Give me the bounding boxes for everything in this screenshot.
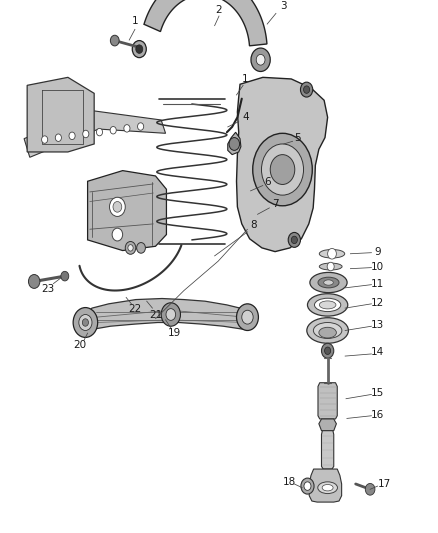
Circle shape [113,201,122,212]
Text: 22: 22 [128,304,141,314]
Circle shape [124,125,130,132]
Polygon shape [237,77,328,252]
Polygon shape [82,298,251,329]
Text: 2: 2 [215,5,223,15]
Text: 19: 19 [168,328,181,338]
Text: 7: 7 [272,199,279,208]
Circle shape [83,130,89,138]
Ellipse shape [319,263,342,270]
Circle shape [365,483,375,495]
Circle shape [253,133,312,206]
Circle shape [270,155,295,184]
Circle shape [82,319,88,326]
Text: 4: 4 [242,112,249,122]
Circle shape [321,343,334,358]
Text: 8: 8 [251,220,258,230]
Ellipse shape [318,482,338,494]
Circle shape [136,45,143,53]
Text: 15: 15 [371,389,384,398]
Text: 13: 13 [371,320,384,330]
Circle shape [125,241,136,254]
Text: 9: 9 [374,247,381,256]
Polygon shape [27,77,94,152]
Text: 6: 6 [265,177,272,187]
Circle shape [251,48,270,71]
Circle shape [166,309,176,320]
Circle shape [42,136,48,143]
Circle shape [229,138,240,150]
Ellipse shape [324,280,333,285]
Circle shape [128,245,133,251]
Circle shape [237,304,258,330]
Circle shape [242,310,253,324]
Circle shape [28,274,40,288]
Circle shape [304,482,311,490]
Text: 12: 12 [371,298,384,308]
Circle shape [132,41,146,58]
Text: 1: 1 [131,17,138,27]
Circle shape [55,134,61,141]
Polygon shape [144,0,267,46]
Polygon shape [321,431,334,469]
Circle shape [261,144,304,195]
Polygon shape [228,132,241,155]
Circle shape [300,82,313,97]
Text: 16: 16 [371,410,384,419]
Ellipse shape [319,301,336,309]
Polygon shape [318,383,337,419]
Circle shape [304,86,310,93]
Ellipse shape [307,294,348,316]
Circle shape [328,248,336,259]
Circle shape [137,243,145,253]
Circle shape [110,197,125,216]
Text: 18: 18 [283,477,296,487]
Circle shape [96,128,102,136]
Text: 5: 5 [294,133,301,142]
Circle shape [161,303,180,326]
Ellipse shape [318,277,339,288]
Ellipse shape [319,327,336,338]
Text: 1: 1 [242,74,249,84]
Text: 14: 14 [371,347,384,357]
Polygon shape [24,111,166,157]
Circle shape [291,236,297,244]
Text: 23: 23 [42,284,55,294]
Circle shape [288,232,300,247]
Text: 20: 20 [73,341,86,350]
Text: 17: 17 [378,479,391,489]
Circle shape [110,126,116,134]
Circle shape [301,478,314,494]
Circle shape [61,271,69,281]
Text: 11: 11 [371,279,384,288]
Polygon shape [309,469,342,502]
Ellipse shape [310,272,347,293]
Polygon shape [88,171,166,251]
Circle shape [73,308,98,337]
Text: 10: 10 [371,262,384,271]
Ellipse shape [307,318,349,343]
Circle shape [69,132,75,140]
Circle shape [325,347,331,354]
Ellipse shape [314,322,342,338]
Circle shape [327,262,334,271]
Circle shape [110,35,119,46]
Circle shape [138,123,144,130]
Ellipse shape [319,249,345,258]
Polygon shape [319,419,336,431]
Circle shape [256,54,265,65]
Circle shape [112,228,123,241]
Ellipse shape [322,484,333,491]
Ellipse shape [314,298,341,312]
Circle shape [79,314,92,330]
Text: 3: 3 [280,2,287,12]
Text: 21: 21 [149,310,162,319]
